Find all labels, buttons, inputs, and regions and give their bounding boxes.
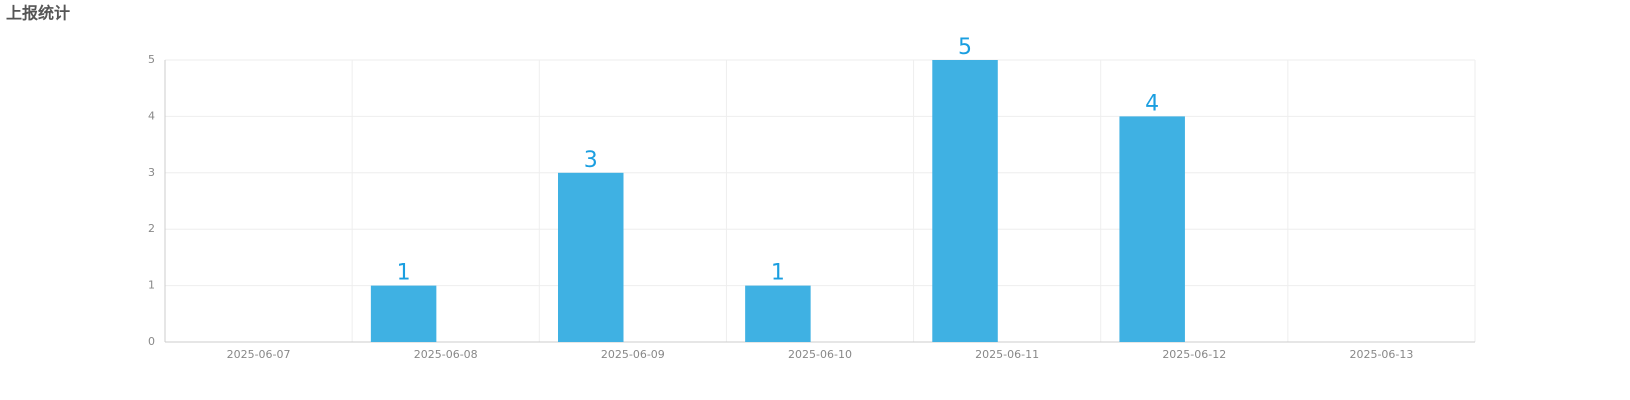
x-tick-label: 2025-06-10 bbox=[788, 348, 852, 361]
x-tick-label: 2025-06-13 bbox=[1349, 348, 1413, 361]
y-tick-label: 0 bbox=[148, 335, 155, 348]
data-label: 3 bbox=[584, 148, 598, 173]
y-tick-label: 3 bbox=[148, 166, 155, 179]
x-tick-label: 2025-06-11 bbox=[975, 348, 1039, 361]
x-tick-label: 2025-06-12 bbox=[1162, 348, 1226, 361]
bar bbox=[1119, 116, 1185, 343]
bar bbox=[370, 285, 437, 342]
y-tick-label: 2 bbox=[148, 222, 155, 235]
data-label: 4 bbox=[1145, 91, 1159, 116]
data-label: 1 bbox=[397, 261, 411, 286]
x-tick-label: 2025-06-08 bbox=[414, 348, 478, 361]
x-tick-label: 2025-06-07 bbox=[227, 348, 291, 361]
data-label: 5 bbox=[958, 35, 972, 60]
y-tick-label: 5 bbox=[148, 53, 155, 66]
bar bbox=[932, 60, 998, 342]
y-tick-label: 1 bbox=[148, 279, 155, 292]
bar bbox=[745, 285, 811, 342]
data-label: 1 bbox=[771, 261, 785, 286]
bar bbox=[558, 172, 624, 342]
x-tick-label: 2025-06-09 bbox=[601, 348, 665, 361]
y-tick-label: 4 bbox=[148, 109, 155, 122]
chart-title: 上报统计 bbox=[6, 4, 70, 23]
